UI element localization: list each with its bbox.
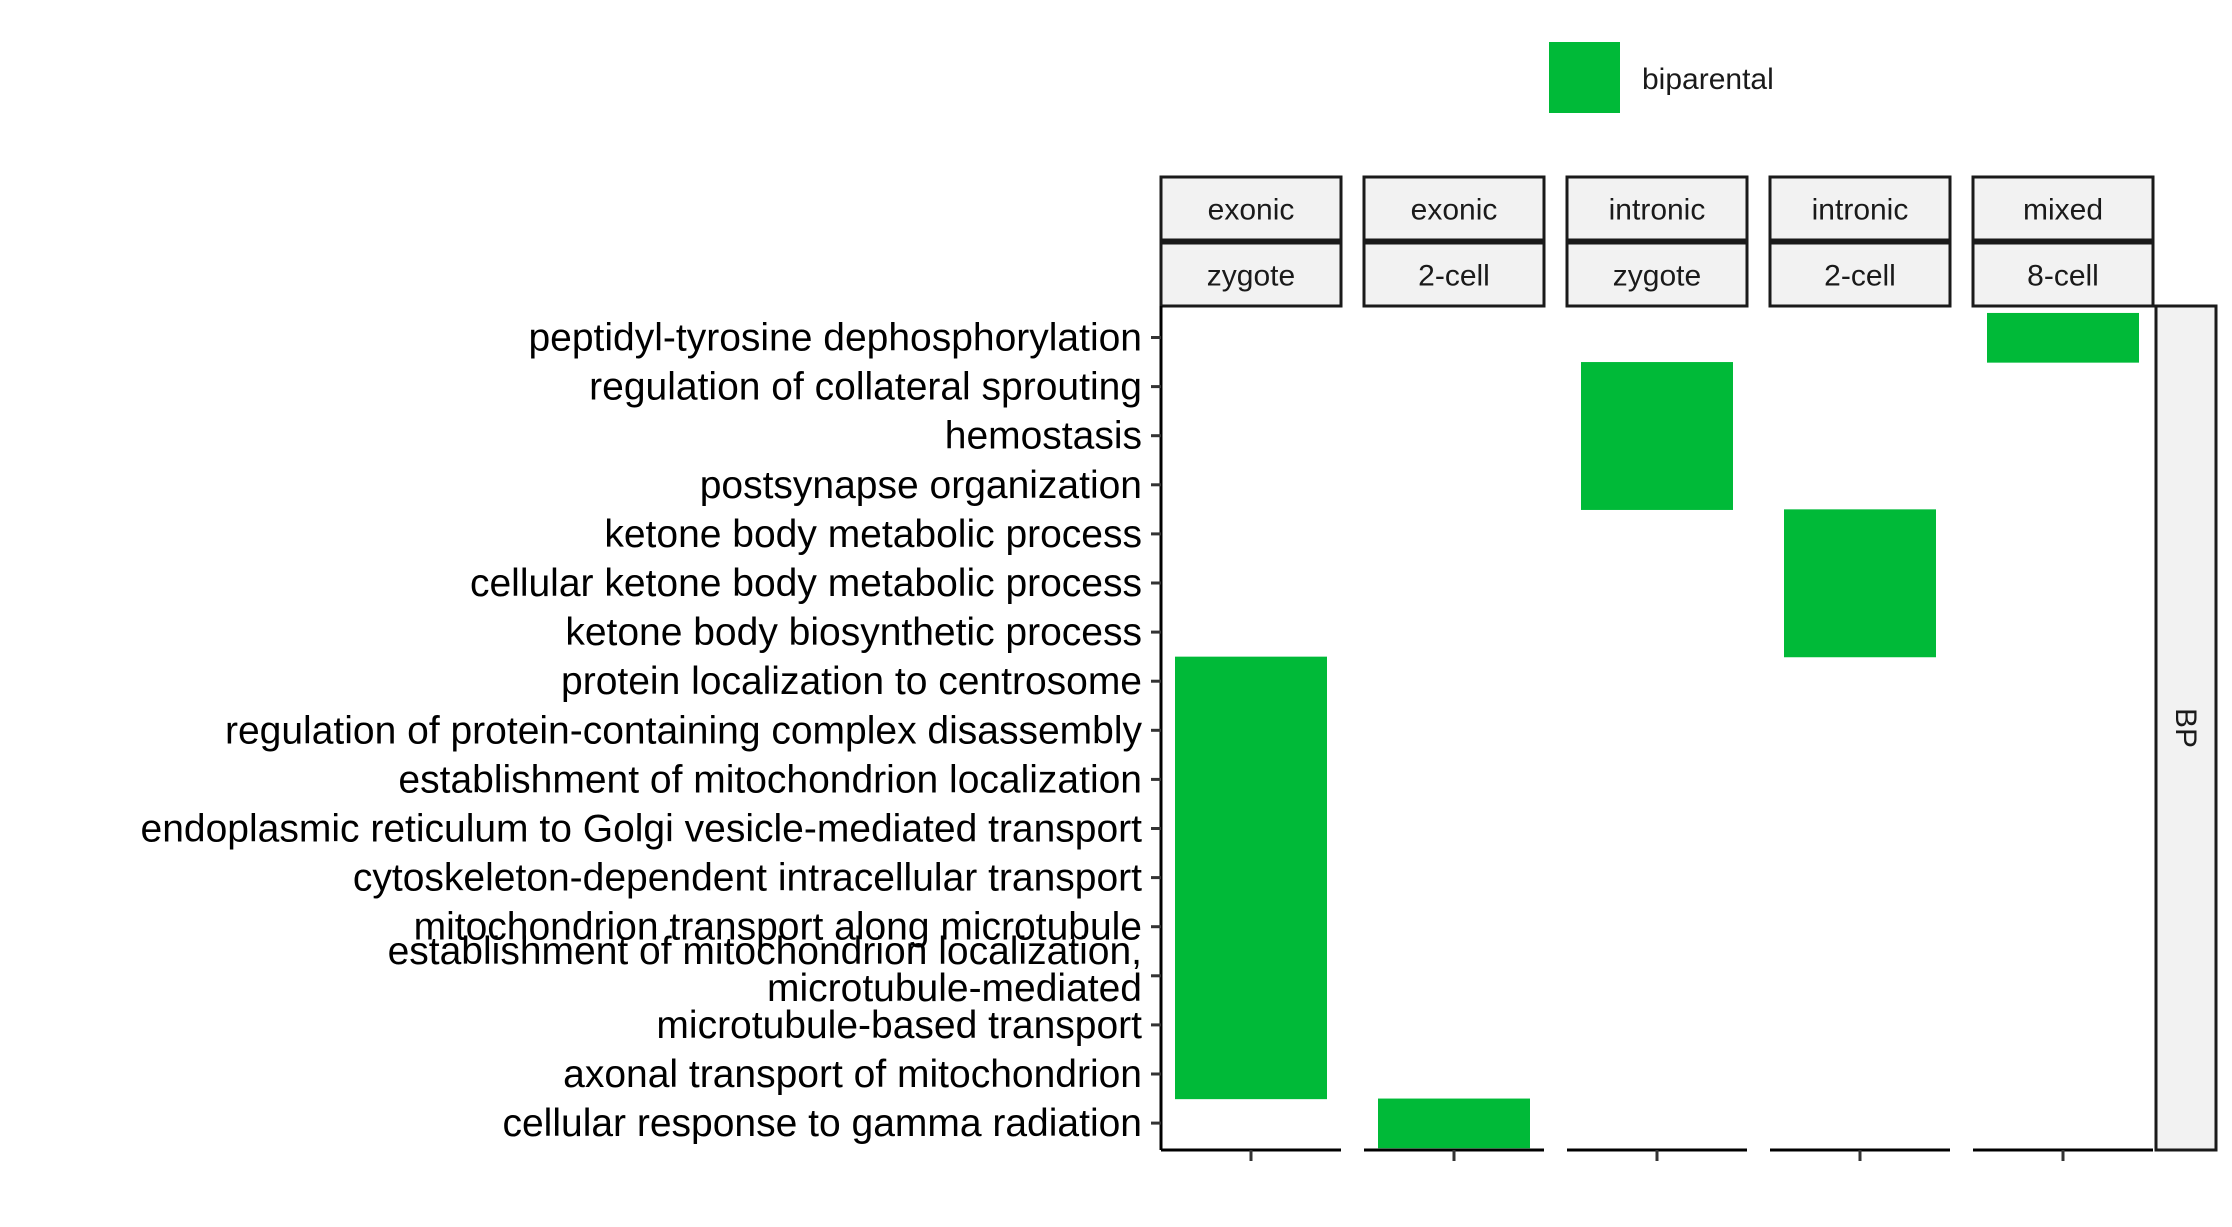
legend: biparental: [1549, 42, 1774, 113]
cell-cellular-response-to-gamma-radiation-panel-2: [1378, 1098, 1530, 1149]
strip-top-mixed-5: [1971, 175, 2155, 242]
cell-regulation-of-protein-containing-complex-disassembly-panel-1: [1175, 705, 1327, 756]
y-tick-label-ketone-body-biosynthetic-process: ketone body biosynthetic process: [565, 611, 1142, 654]
cell-establishment-of-mitochondrion-localization-panel-1: [1175, 754, 1327, 805]
cell-hemostasis-panel-3: [1581, 411, 1733, 461]
strip-top-label: intronic: [1609, 194, 1706, 227]
strip-bottom-8-cell-5: [1971, 241, 2155, 308]
y-tick-label-postsynapse-organization: postsynapse organization: [700, 464, 1142, 507]
panel-strips: exonic zygote exonic 2-cell intronic zygote in…: [1159, 175, 2155, 308]
y-tick-label-establishment-of-mitochondrion-localization-microtubule-mediated: establishment of mitochondrion localizat…: [388, 930, 1142, 1010]
y-tick-label-line: microtubule-mediated: [767, 967, 1142, 1010]
y-tick-label-mitochondrion-transport-along-microtubule: mitochondrion transport along microtubul…: [414, 906, 1142, 949]
cell-cellular-ketone-body-metabolic-process-panel-4: [1784, 558, 1936, 609]
y-tick-label-axonal-transport-of-mitochondrion: axonal transport of mitochondrion: [563, 1053, 1142, 1096]
strip-bottom-label: 2-cell: [1418, 260, 1490, 293]
y-tick-label-hemostasis: hemostasis: [945, 415, 1142, 458]
strip-bottom-2-cell-2: [1362, 241, 1546, 308]
legend-label-biparental: biparental: [1642, 63, 1774, 96]
cell-protein-localization-to-centrosome-panel-1: [1175, 656, 1327, 707]
strip-top-intronic-3: [1565, 175, 1749, 242]
strip-bottom-label: zygote: [1207, 260, 1295, 293]
strip-bottom-2-cell-4: [1768, 241, 1952, 308]
strip-top-label: exonic: [1411, 194, 1498, 227]
term-labels: peptidyl-tyrosine dephosphorylation regul…: [141, 317, 1143, 1146]
strip-top-label: exonic: [1208, 194, 1295, 227]
y-tick-label-endoplasmic-reticulum-to-golgi-vesicle-mediated-transport: endoplasmic reticulum to Golgi vesicle-m…: [141, 808, 1143, 851]
strip-bottom-zygote-3: [1565, 241, 1749, 308]
cell-peptidyl-tyrosine-dephosphorylation-panel-5: [1987, 312, 2139, 363]
strip-top-label: mixed: [2023, 194, 2103, 227]
y-tick-label-establishment-of-mitochondrion-localization: establishment of mitochondrion localizat…: [398, 758, 1142, 801]
cell-cytoskeleton-dependent-intracellular-transport-panel-1: [1175, 853, 1327, 903]
strip-top-exonic-1: [1159, 175, 1343, 242]
cell-microtubule-based-transport-panel-1: [1175, 1000, 1327, 1051]
y-tick-label-microtubule-based-transport: microtubule-based transport: [656, 1004, 1142, 1047]
cell-ketone-body-metabolic-process-panel-4: [1784, 509, 1936, 560]
cell-axonal-transport-of-mitochondrion-panel-1: [1175, 1049, 1327, 1100]
strip-bottom-label: zygote: [1613, 260, 1701, 293]
axes: [1151, 306, 2153, 1161]
y-tick-label-ketone-body-metabolic-process: ketone body metabolic process: [604, 513, 1142, 556]
strip-top-exonic-2: [1362, 175, 1546, 242]
heatmap-cells: [1175, 312, 2139, 1149]
strip-bottom-label: 8-cell: [2027, 260, 2099, 293]
y-tick-label-regulation-of-collateral-sprouting: regulation of collateral sprouting: [589, 366, 1142, 409]
cell-endoplasmic-reticulum-to-golgi-vesicle-mediated-transport-panel-1: [1175, 803, 1327, 854]
y-tick-label-cellular-response-to-gamma-radiation: cellular response to gamma radiation: [502, 1102, 1142, 1145]
legend-key-biparental: [1549, 42, 1620, 113]
strip-top-label: intronic: [1812, 194, 1909, 227]
y-tick-label-cellular-ketone-body-metabolic-process: cellular ketone body metabolic process: [470, 562, 1142, 605]
strip-bottom-label: 2-cell: [1824, 260, 1896, 293]
cell-regulation-of-collateral-sprouting-panel-3: [1581, 362, 1733, 412]
cell-ketone-body-biosynthetic-process-panel-4: [1784, 607, 1936, 658]
cell-establishment-of-mitochondrion-localization-microtubule-mediated-panel-1: [1175, 951, 1327, 1001]
strip-bottom-zygote-1: [1159, 241, 1343, 308]
y-tick-label-protein-localization-to-centrosome: protein localization to centrosome: [561, 660, 1142, 703]
y-tick-label-peptidyl-tyrosine-dephosphorylation: peptidyl-tyrosine dephosphorylation: [528, 317, 1142, 360]
row-strip: BP: [2154, 304, 2218, 1152]
cell-postsynapse-organization-panel-3: [1581, 460, 1733, 510]
row-strip-label: BP: [2169, 708, 2202, 748]
y-tick-label-regulation-of-protein-containing-complex-disassembly: regulation of protein-containing complex…: [225, 709, 1142, 752]
cell-mitochondrion-transport-along-microtubule-panel-1: [1175, 902, 1327, 952]
row-strip-box: [2154, 304, 2218, 1152]
strip-top-intronic-4: [1768, 175, 1952, 242]
y-tick-label-cytoskeleton-dependent-intracellular-transport: cytoskeleton-dependent intracellular tra…: [353, 857, 1142, 900]
y-tick-label-line: establishment of mitochondrion localizat…: [388, 930, 1142, 973]
